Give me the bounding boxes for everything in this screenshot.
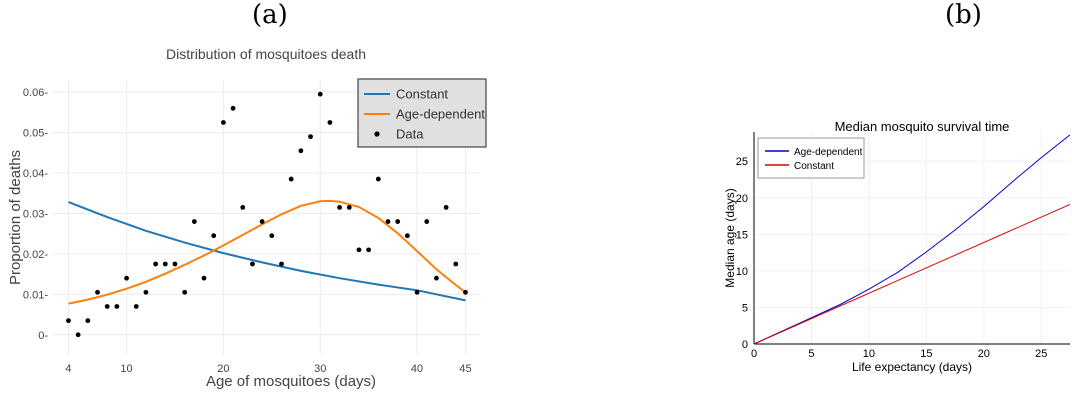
chart-b: 0 5 10 15 20 25 0 5 10 15 20 25 Median mosquito surv…: [723, 119, 1071, 374]
legend-label: Age-dependent: [396, 107, 485, 122]
data-point: [298, 148, 304, 154]
data-point: [153, 261, 159, 267]
legend-label: Constant: [794, 161, 834, 172]
legend-swatch: [374, 131, 380, 137]
data-point: [250, 261, 255, 267]
data-point: [240, 204, 246, 210]
data-point: [66, 318, 71, 324]
legend-box: [757, 137, 865, 179]
x-tick-label: 40: [411, 363, 423, 375]
x-tick-label: 10: [863, 348, 875, 360]
data-point: [327, 120, 333, 125]
x-tick-label: 20: [978, 348, 990, 360]
chart-title: Median mosquito survival time: [835, 119, 1010, 134]
data-point: [95, 289, 100, 295]
data-point: [269, 233, 275, 239]
x-axis-label: Age of mosquitoes (days): [206, 373, 376, 390]
data-point: [395, 219, 401, 224]
data-point: [434, 275, 439, 281]
data-point: [288, 176, 294, 182]
x-tick-label: 20: [217, 363, 229, 375]
series-line-constant: [753, 203, 1071, 345]
legend-label: Age-dependent: [794, 147, 863, 158]
data-point: [162, 261, 168, 267]
data-point: [317, 91, 323, 97]
series-line-constant: [68, 201, 466, 302]
y-tick-label: 0.06-: [23, 87, 48, 99]
y-tick-label: 0.05-: [23, 128, 48, 140]
data-point: [414, 289, 420, 295]
y-tick-label: 0.01-: [23, 289, 48, 301]
data-point: [366, 247, 372, 253]
data-point: [201, 275, 207, 281]
x-tick-label: 0: [751, 348, 757, 360]
data-point: [404, 233, 410, 239]
data-point: [143, 289, 149, 295]
data-point: [443, 204, 449, 210]
chart-a: 0- 0.01- 0.02- 0.03- 0.04- 0.05- 0.06- 4 10 20 30 4…: [7, 46, 487, 390]
series-line-age-dependent: [68, 199, 467, 305]
y-tick-label: 0.03-: [23, 208, 48, 220]
data-point: [133, 304, 139, 309]
data-point: [230, 105, 236, 111]
chart-title: Distribution of mosquitoes death: [166, 46, 366, 62]
data-point: [453, 261, 459, 267]
legend: Constant Age-dependent Data: [357, 78, 487, 148]
legend-label: Constant: [396, 87, 448, 102]
y-tick-label: 0-: [38, 330, 48, 342]
x-tick-label: 5: [808, 348, 814, 360]
data-point: [424, 219, 430, 224]
data-point: [279, 261, 284, 267]
data-point: [211, 233, 217, 239]
y-tick-label: 5: [742, 302, 748, 314]
data-point: [114, 304, 120, 309]
data-point: [172, 261, 178, 267]
data-point: [308, 134, 313, 140]
data-point: [463, 289, 468, 295]
x-tick-label: 45: [459, 363, 471, 375]
panel-label-a: (a): [252, 0, 288, 30]
y-tick-label: 0: [742, 339, 748, 351]
x-tick-label: 25: [1035, 348, 1047, 360]
legend-label: Data: [396, 127, 424, 142]
data-point: [356, 247, 362, 253]
data-point: [85, 318, 91, 324]
y-axis-label: Proportion of deaths: [7, 150, 24, 285]
data-point: [182, 289, 188, 295]
y-tick-label: 25: [736, 156, 748, 168]
legend: Age-dependent Constant: [757, 137, 865, 179]
data-point: [191, 219, 197, 224]
x-tick-label: 4: [65, 363, 71, 375]
y-tick-label: 0.02-: [23, 249, 48, 261]
data-point: [259, 219, 265, 224]
y-tick-label: 0.04-: [23, 168, 48, 180]
y-tick-label: 15: [736, 229, 748, 241]
x-tick-label: 30: [314, 363, 326, 375]
panel-label-b: (b): [945, 0, 982, 30]
data-point: [220, 120, 226, 125]
data-point: [375, 176, 381, 182]
data-point: [124, 275, 129, 281]
y-axis-label: Median age (days): [723, 188, 737, 287]
data-point: [346, 204, 352, 210]
data-point: [337, 204, 342, 210]
x-axis-label: Life expectancy (days): [852, 360, 972, 374]
data-point: [385, 219, 391, 224]
data-point: [104, 304, 110, 309]
data-point: [75, 332, 81, 338]
x-tick-label: 10: [120, 363, 132, 375]
x-tick-label: 15: [920, 348, 932, 360]
y-tick-label: 10: [736, 266, 748, 278]
y-tick-label: 20: [736, 193, 748, 205]
series-line-age-dependent: [753, 134, 1071, 345]
